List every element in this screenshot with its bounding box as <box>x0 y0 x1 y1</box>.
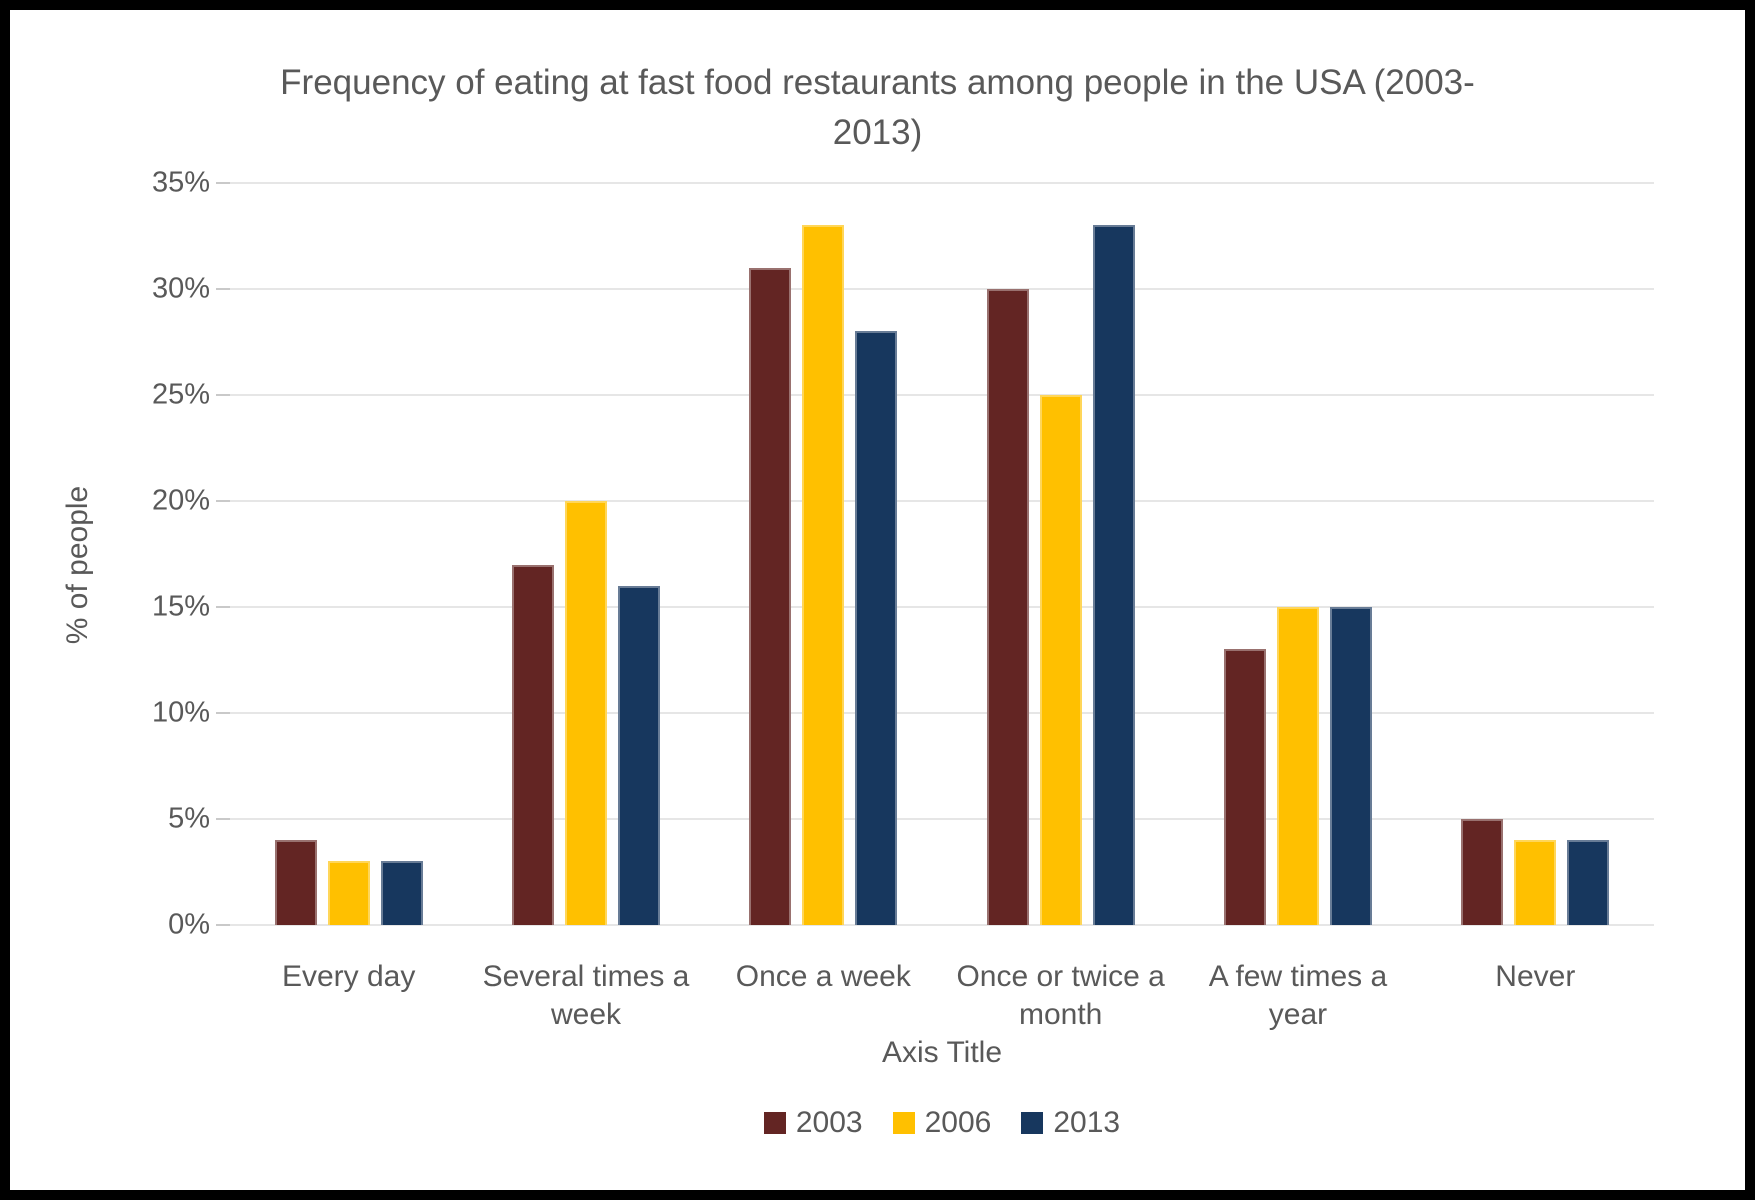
bar-group <box>230 183 467 925</box>
y-tick-label: 15% <box>151 590 210 623</box>
y-tick-label: 30% <box>151 272 210 305</box>
x-tick-label: Every day <box>281 960 416 993</box>
y-tick-label: 5% <box>168 802 210 835</box>
bar-2003-never <box>1461 819 1504 925</box>
bar-2006-never <box>1514 840 1557 925</box>
y-tick-label: 25% <box>151 378 210 411</box>
x-axis-title: Axis Title <box>881 1036 1003 1069</box>
legend-label: 2013 <box>1053 1106 1121 1139</box>
legend-item-2013: 2013 <box>1021 1106 1120 1140</box>
y-tick-mark <box>216 712 230 714</box>
bar-group <box>1179 183 1416 925</box>
legend-label: 2006 <box>924 1106 992 1139</box>
y-tick-mark <box>216 500 230 502</box>
legend-item-2006: 2006 <box>892 1106 992 1140</box>
bar-2006-several-times-a-week <box>564 501 607 925</box>
y-tick-labels: 0% 5% 10% 15% 20% 25% 30% 35% <box>10 167 210 941</box>
y-tick-mark <box>216 288 230 290</box>
x-tick-label: A few times a year <box>1208 960 1388 1031</box>
bar-2003-every-day <box>274 840 317 925</box>
x-tick-labels: Every day Several times a week Once a week… <box>230 958 1654 1033</box>
bar-group <box>705 183 942 925</box>
y-tick-label: 35% <box>151 166 210 199</box>
bar-2003-once-a-week <box>749 267 792 925</box>
gridline <box>230 288 1654 290</box>
bar-2003-several-times-a-week <box>511 564 554 925</box>
bar-2006-a-few-times-a-year <box>1276 607 1319 925</box>
legend-item-2003: 2003 <box>763 1106 863 1140</box>
bar-group <box>467 183 704 925</box>
bar-2013-once-or-twice-a-month <box>1092 225 1135 925</box>
y-tick-mark <box>216 182 230 184</box>
legend: 2003 2006 2013 <box>230 1106 1654 1140</box>
legend-swatch-icon <box>1021 1112 1044 1134</box>
gridline <box>230 500 1654 503</box>
bar-group <box>1417 183 1654 925</box>
x-tick-label: Once a week <box>735 960 911 993</box>
legend-label: 2003 <box>795 1106 863 1139</box>
bar-2003-a-few-times-a-year <box>1223 649 1266 925</box>
bar-2013-a-few-times-a-year <box>1329 607 1372 925</box>
x-tick-label: Never <box>1495 960 1576 993</box>
gridline <box>230 606 1654 608</box>
chart-title-text: Frequency of eating at fast food restaur… <box>280 63 1475 152</box>
gridline <box>230 818 1654 821</box>
gridline <box>230 712 1654 715</box>
y-tick-mark <box>216 818 230 820</box>
y-tick-label: 20% <box>151 484 210 517</box>
y-tick-label: 0% <box>168 908 210 941</box>
y-tick-mark <box>216 606 230 608</box>
gridline <box>230 924 1654 926</box>
bar-2006-every-day <box>327 861 370 925</box>
plot-area <box>230 182 1654 926</box>
x-tick-label: Several times a week <box>482 960 690 1031</box>
bar-2006-once-or-twice-a-month <box>1039 395 1082 925</box>
bar-2013-several-times-a-week <box>617 585 660 925</box>
chart-canvas: Frequency of eating at fast food restaur… <box>10 10 1745 1190</box>
y-tick-marks <box>216 182 230 926</box>
bar-2013-once-a-week <box>855 331 898 925</box>
y-tick-label: 10% <box>151 696 210 729</box>
bar-2006-once-a-week <box>802 225 845 925</box>
bar-groups <box>230 183 1654 925</box>
bar-2013-every-day <box>380 861 423 925</box>
legend-swatch-icon <box>892 1112 915 1134</box>
x-tick-label: Once or twice a month <box>956 960 1165 1031</box>
legend-swatch-icon <box>763 1112 786 1134</box>
y-tick-mark <box>216 924 230 926</box>
chart-title: Frequency of eating at fast food restaur… <box>10 58 1745 157</box>
bar-2013-never <box>1567 840 1610 925</box>
y-tick-mark <box>216 394 230 396</box>
bar-group <box>942 183 1179 925</box>
gridline <box>230 182 1654 184</box>
gridline <box>230 394 1654 396</box>
bar-2003-once-or-twice-a-month <box>986 289 1029 925</box>
